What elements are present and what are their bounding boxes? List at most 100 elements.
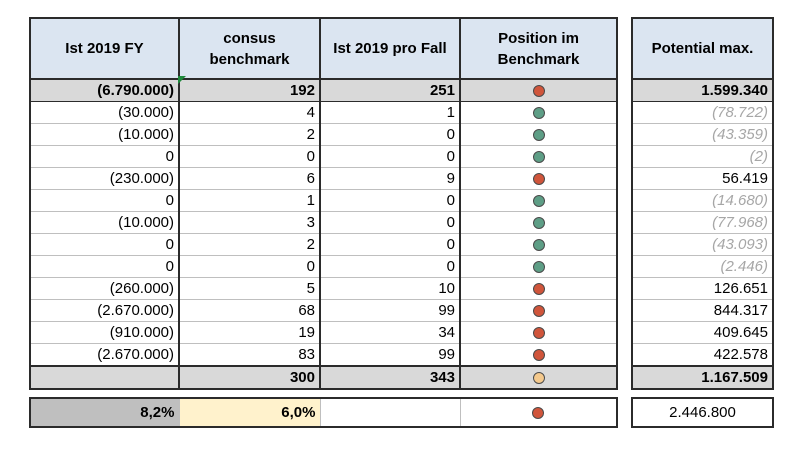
cell-ist-pro-fall[interactable]: 9: [319, 167, 461, 190]
cell-consus-benchmark[interactable]: 0: [178, 255, 321, 278]
cell-ist-pro-fall[interactable]: 0: [319, 189, 461, 212]
header-ist-pro-fall-label: Ist 2019 pro Fall: [333, 40, 447, 57]
cell-position[interactable]: [459, 189, 618, 212]
summary-consus-pct[interactable]: 6,0%: [179, 398, 321, 427]
cell-position[interactable]: [459, 277, 618, 300]
table-row: (43.359): [631, 123, 774, 146]
cell-ist-pro-fall[interactable]: 99: [319, 299, 461, 322]
cell-comment-marker[interactable]: [178, 76, 186, 84]
cell-potential[interactable]: (43.359): [631, 123, 774, 146]
cell-ist-pro-fall[interactable]: 0: [319, 123, 461, 146]
cell-ist-pro-fall[interactable]: 34: [319, 321, 461, 344]
summary-ist-pct-value: 8,2%: [140, 404, 175, 421]
cell-position[interactable]: [459, 255, 618, 278]
cell-potential[interactable]: 56.419: [631, 167, 774, 190]
cell-ist-fy[interactable]: 0: [29, 255, 180, 278]
cell-position[interactable]: [459, 233, 618, 256]
cell-consus-benchmark[interactable]: 192: [178, 78, 321, 102]
header-consus-line2: benchmark: [209, 50, 290, 68]
cell-ist-pro-fall[interactable]: 0: [319, 233, 461, 256]
cell-consus-benchmark[interactable]: 2: [178, 233, 321, 256]
summary-empty-cell[interactable]: [320, 398, 461, 427]
cell-consus-benchmark[interactable]: 68: [178, 299, 321, 322]
summary-potential-cell[interactable]: 2.446.800: [632, 398, 773, 427]
cell-potential[interactable]: 422.578: [631, 343, 774, 367]
cell-ist-fy[interactable]: 0: [29, 145, 180, 168]
cell-consus-benchmark[interactable]: 19: [178, 321, 321, 344]
cell-potential[interactable]: (78.722): [631, 101, 774, 124]
cell-consus-benchmark[interactable]: 1: [178, 189, 321, 212]
cell-consus-benchmark[interactable]: 2: [178, 123, 321, 146]
total-ist-fy[interactable]: [29, 365, 180, 390]
cell-position[interactable]: [459, 145, 618, 168]
table-row: (2.670.000) 83 99: [29, 343, 618, 367]
header-position-line2: Benchmark: [497, 50, 580, 68]
cell-consus-benchmark[interactable]: 83: [178, 343, 321, 367]
total-consus[interactable]: 300: [178, 365, 321, 390]
header-ist-fy[interactable]: Ist 2019 FY: [29, 17, 180, 80]
status-dot-icon: [532, 282, 545, 295]
header-position-benchmark[interactable]: Position im Benchmark: [459, 17, 618, 80]
cell-ist-fy[interactable]: (910.000): [29, 321, 180, 344]
cell-ist-fy[interactable]: (10.000): [29, 211, 180, 234]
cell-ist-fy[interactable]: (2.670.000): [29, 343, 180, 367]
cell-ist-fy[interactable]: 0: [29, 189, 180, 212]
cell-position[interactable]: [459, 343, 618, 367]
status-dot-icon: [532, 348, 545, 361]
cell-ist-fy[interactable]: (230.000): [29, 167, 180, 190]
total-row: 1.167.509: [631, 365, 774, 390]
table-row: 844.317: [631, 299, 774, 322]
header-potential-max[interactable]: Potential max.: [631, 17, 774, 80]
cell-potential[interactable]: 409.645: [631, 321, 774, 344]
table-row: (230.000) 6 9: [29, 167, 618, 190]
cell-potential[interactable]: 844.317: [631, 299, 774, 322]
cell-consus-benchmark[interactable]: 5: [178, 277, 321, 300]
status-dot-icon: [532, 150, 545, 163]
summary-row: 8,2% 6,0%: [29, 397, 618, 428]
cell-position[interactable]: [459, 101, 618, 124]
table-row: (6.790.000) 192 251: [29, 78, 618, 102]
status-dot-icon: [532, 304, 545, 317]
cell-ist-fy[interactable]: (2.670.000): [29, 299, 180, 322]
cell-position[interactable]: [459, 78, 618, 102]
cell-position[interactable]: [459, 123, 618, 146]
cell-potential[interactable]: 1.599.340: [631, 78, 774, 102]
cell-potential[interactable]: (2): [631, 145, 774, 168]
cell-consus-benchmark[interactable]: 6: [178, 167, 321, 190]
cell-potential[interactable]: (43.093): [631, 233, 774, 256]
summary-position-cell[interactable]: [460, 398, 617, 427]
cell-ist-fy[interactable]: (10.000): [29, 123, 180, 146]
cell-potential[interactable]: (14.680): [631, 189, 774, 212]
cell-ist-pro-fall[interactable]: 1: [319, 101, 461, 124]
cell-potential[interactable]: (77.968): [631, 211, 774, 234]
total-potential[interactable]: 1.167.509: [631, 365, 774, 390]
cell-consus-benchmark[interactable]: 0: [178, 145, 321, 168]
cell-ist-pro-fall[interactable]: 10: [319, 277, 461, 300]
cell-consus-benchmark[interactable]: 3: [178, 211, 321, 234]
cell-potential[interactable]: 126.651: [631, 277, 774, 300]
cell-potential[interactable]: (2.446): [631, 255, 774, 278]
cell-ist-fy[interactable]: 0: [29, 233, 180, 256]
cell-position[interactable]: [459, 211, 618, 234]
total-pro-fall[interactable]: 343: [319, 365, 461, 390]
header-ist-pro-fall[interactable]: Ist 2019 pro Fall: [319, 17, 461, 80]
cell-position[interactable]: [459, 299, 618, 322]
status-dot-icon: [532, 194, 545, 207]
status-dot-icon: [532, 128, 545, 141]
cell-ist-pro-fall[interactable]: 251: [319, 78, 461, 102]
cell-ist-pro-fall[interactable]: 0: [319, 211, 461, 234]
cell-ist-pro-fall[interactable]: 0: [319, 145, 461, 168]
cell-ist-fy[interactable]: (30.000): [29, 101, 180, 124]
cell-position[interactable]: [459, 167, 618, 190]
cell-ist-fy[interactable]: (6.790.000): [29, 78, 180, 102]
total-position[interactable]: [459, 365, 618, 390]
cell-ist-pro-fall[interactable]: 99: [319, 343, 461, 367]
cell-position[interactable]: [459, 321, 618, 344]
cell-consus-benchmark[interactable]: 4: [178, 101, 321, 124]
header-consus-benchmark[interactable]: consus benchmark: [178, 17, 321, 80]
summary-ist-pct[interactable]: 8,2%: [30, 398, 180, 427]
cell-ist-fy[interactable]: (260.000): [29, 277, 180, 300]
table-row: (260.000) 5 10: [29, 277, 618, 300]
cell-ist-pro-fall[interactable]: 0: [319, 255, 461, 278]
